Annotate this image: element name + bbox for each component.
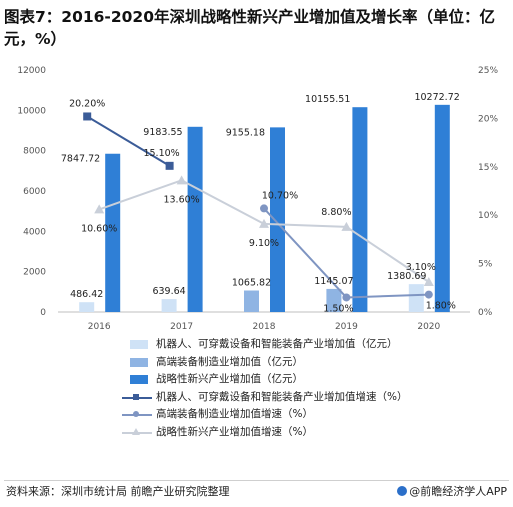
line-data-label: 3.10%: [406, 262, 436, 273]
brand-logo-icon: [397, 486, 408, 496]
circle-marker-icon: [133, 411, 139, 418]
y-right-tick-label: 15%: [478, 163, 498, 173]
y-left-tick-label: 10000: [17, 106, 46, 116]
legend-swatch-strategic-bar: [130, 375, 148, 385]
square-marker-icon: [133, 393, 139, 400]
bar-robot: [79, 302, 95, 312]
legend-robot-bar: 机器人、可穿戴设备和智能装备产业增加值（亿元）: [118, 336, 508, 354]
y-left-tick-label: 12000: [17, 66, 46, 76]
line-data-label: 20.20%: [69, 98, 105, 109]
legend-label-highend-bar: 高端装备制造业增加值（亿元）: [156, 355, 303, 368]
bar-highend: [326, 288, 342, 312]
y-left-tick-label: 6000: [23, 187, 46, 197]
x-tick-label: 2020: [417, 322, 440, 332]
bar-strategic: [352, 107, 368, 313]
line-data-label: 15.10%: [143, 148, 179, 159]
line-data-label: 9.10%: [249, 238, 279, 249]
x-tick-label: 2018: [253, 322, 276, 332]
legend-swatch-robot-bar: [130, 340, 148, 349]
bar-data-label: 9155.18: [226, 127, 265, 138]
legend-strategic-line: 战略性新兴产业增加值增速（%）: [118, 424, 508, 442]
y-right-tick-label: 25%: [478, 66, 498, 76]
legend-label-highend-line: 高端装备制造业增加值增速（%）: [156, 408, 313, 421]
line-data-label: 10.60%: [81, 223, 117, 234]
chart-title: 图表7：2016-2020年深圳战略性新兴产业增加值及增长率（单位：亿元，%）: [4, 8, 495, 48]
point-square: [165, 161, 174, 170]
legend-label-robot-line: 机器人、可穿戴设备和智能装备产业增加值增速（%）: [156, 390, 408, 403]
brand-credit: @前瞻经济学人APP: [397, 482, 507, 502]
point-triangle: [176, 175, 187, 185]
bar-data-label: 1065.82: [232, 278, 271, 289]
chart: 0 2000 4000 6000 8000 10000 12000 0% 5% 10% 15% 20%…: [17, 66, 498, 332]
legend-highend-line: 高端装备制造业增加值增速（%）: [118, 406, 508, 424]
bar-data-label: 9183.55: [143, 127, 182, 138]
bar-data-label: 1380.69: [387, 271, 426, 282]
point-square: [83, 112, 92, 121]
x-tick-label: 2016: [88, 322, 111, 332]
y-left-tick-label: 0: [40, 308, 46, 318]
bar-strategic: [434, 104, 450, 312]
line-data-label: 13.60%: [163, 194, 199, 205]
point-triangle: [259, 218, 269, 228]
point-circle: [342, 293, 351, 302]
legend-strategic-bar: 战略性新兴产业增加值（亿元）: [118, 371, 508, 389]
bar-strategic: [105, 153, 121, 312]
x-tick-label: 2019: [335, 322, 358, 332]
y-right-tick-label: 0%: [478, 308, 493, 318]
bar-strategic: [187, 126, 203, 313]
bar-robot: [161, 299, 177, 312]
line-data-label: 1.80%: [426, 301, 456, 312]
point-triangle: [423, 276, 434, 286]
series-line-square: [86, 115, 171, 167]
legend: 机器人、可穿戴设备和智能装备产业增加值（亿元） 高端装备制造业增加值（亿元） 战…: [118, 336, 508, 442]
y-left-tick-label: 2000: [23, 268, 46, 278]
legend-label-strategic-line: 战略性新兴产业增加值增速（%）: [156, 425, 313, 438]
legend-robot-line: 机器人、可穿戴设备和智能装备产业增加值增速（%）: [118, 389, 508, 407]
legend-swatch-highend-bar: [130, 357, 148, 367]
footer: 资料来源：深圳市统计局 前瞻产业研究院整理 @前瞻经济学人APP: [4, 480, 509, 501]
data-labels: 486.42 639.64 1380.69 1065.82 1145.07 7847.72…: [61, 92, 460, 315]
bar-data-label: 7847.72: [61, 154, 100, 165]
line-data-label: 8.80%: [321, 207, 351, 218]
bars: [79, 104, 450, 313]
axes: 0 2000 4000 6000 8000 10000 12000 0% 5% 10% 15% 20%…: [17, 66, 498, 332]
lines: [83, 112, 434, 302]
brand-text: @前瞻经济学人APP: [409, 485, 507, 498]
point-circle: [260, 204, 268, 213]
legend-highend-bar: 高端装备制造业增加值（亿元）: [118, 354, 508, 372]
point-triangle: [94, 204, 105, 214]
y-right-tick-label: 20%: [478, 114, 498, 124]
bar-highend: [244, 290, 259, 312]
bar-data-label: 639.64: [152, 286, 185, 297]
point-circle: [424, 290, 433, 299]
bar-robot: [408, 284, 424, 312]
y-left-tick-label: 8000: [23, 147, 46, 157]
line-data-label: 10.70%: [262, 190, 298, 201]
line-data-label: 1.50%: [323, 303, 353, 314]
y-right-tick-label: 10%: [478, 211, 498, 221]
source-note: 资料来源：深圳市统计局 前瞻产业研究院整理: [6, 485, 230, 498]
y-right-tick-label: 5%: [478, 260, 493, 270]
x-tick-label: 2017: [170, 322, 193, 332]
bar-data-label: 1145.07: [314, 276, 353, 287]
bar-data-label: 10155.51: [305, 94, 350, 105]
legend-label-robot-bar: 机器人、可穿戴设备和智能装备产业增加值（亿元）: [156, 338, 398, 350]
triangle-marker-icon: [132, 427, 140, 435]
y-left-tick-label: 4000: [23, 227, 46, 237]
point-triangle: [341, 221, 352, 231]
legend-label-strategic-bar: 战略性新兴产业增加值（亿元）: [156, 373, 303, 386]
bar-data-label: 486.42: [70, 289, 103, 300]
bar-data-label: 10272.72: [414, 92, 459, 103]
bar-strategic: [270, 127, 285, 312]
